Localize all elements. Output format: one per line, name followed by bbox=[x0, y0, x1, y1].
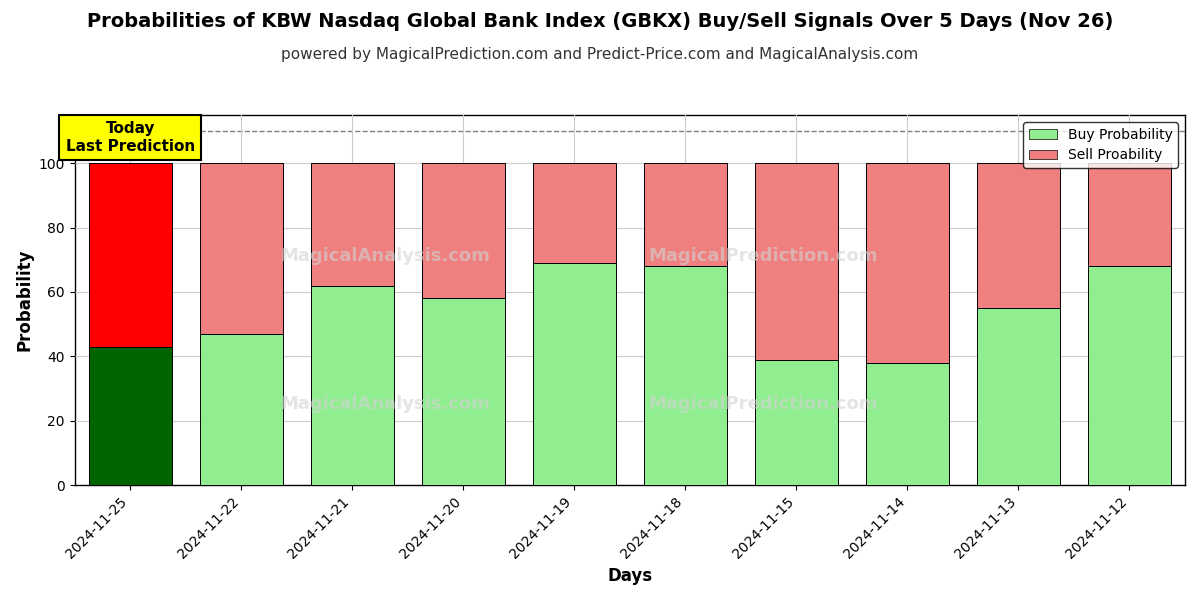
Bar bbox=[977, 163, 1060, 308]
Bar bbox=[533, 263, 616, 485]
Text: Probabilities of KBW Nasdaq Global Bank Index (GBKX) Buy/Sell Signals Over 5 Day: Probabilities of KBW Nasdaq Global Bank … bbox=[86, 12, 1114, 31]
Bar bbox=[1088, 266, 1171, 485]
Y-axis label: Probability: Probability bbox=[16, 249, 34, 351]
Bar bbox=[1088, 163, 1171, 266]
Text: MagicalAnalysis.com: MagicalAnalysis.com bbox=[281, 247, 491, 265]
Text: MagicalAnalysis.com: MagicalAnalysis.com bbox=[281, 395, 491, 413]
Bar bbox=[199, 334, 283, 485]
Bar bbox=[865, 163, 949, 363]
Bar bbox=[533, 163, 616, 263]
Bar bbox=[311, 163, 394, 286]
Bar bbox=[311, 286, 394, 485]
Legend: Buy Probability, Sell Proability: Buy Probability, Sell Proability bbox=[1024, 122, 1178, 168]
Text: MagicalPrediction.com: MagicalPrediction.com bbox=[648, 247, 878, 265]
Bar bbox=[643, 163, 727, 266]
Bar bbox=[421, 163, 505, 298]
Bar bbox=[755, 359, 838, 485]
Bar bbox=[199, 163, 283, 334]
Text: Today
Last Prediction: Today Last Prediction bbox=[66, 121, 194, 154]
Bar bbox=[755, 163, 838, 359]
Bar bbox=[421, 298, 505, 485]
Bar bbox=[89, 163, 172, 347]
Text: MagicalPrediction.com: MagicalPrediction.com bbox=[648, 395, 878, 413]
Bar bbox=[89, 347, 172, 485]
Bar bbox=[865, 363, 949, 485]
Bar bbox=[977, 308, 1060, 485]
Bar bbox=[643, 266, 727, 485]
X-axis label: Days: Days bbox=[607, 567, 653, 585]
Text: powered by MagicalPrediction.com and Predict-Price.com and MagicalAnalysis.com: powered by MagicalPrediction.com and Pre… bbox=[281, 46, 919, 61]
